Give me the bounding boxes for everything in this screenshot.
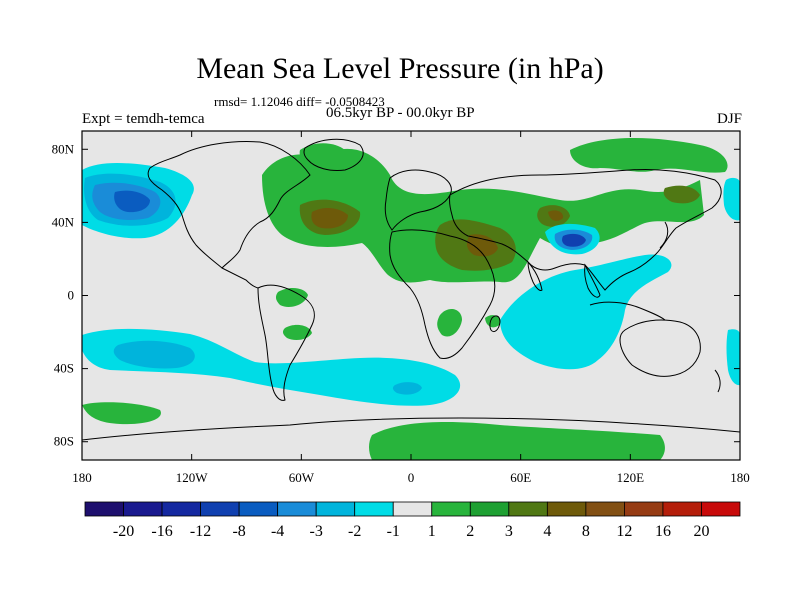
colorbar-swatch — [354, 501, 394, 517]
colorbar-swatch — [662, 501, 702, 517]
colorbar-swatch — [585, 501, 625, 517]
rmsd-diff-stats: rmsd= 1.12046 diff= -0.0508423 — [214, 94, 385, 109]
anomaly-region-greenland-green — [299, 143, 346, 169]
colorbar-label: -2 — [348, 523, 361, 540]
coast-indonesia — [589, 301, 666, 321]
colorbar-label: 12 — [616, 523, 632, 540]
colorbar-swatch — [84, 501, 124, 517]
anomaly-region-antarctic-green — [369, 422, 665, 460]
lon-tick-label: 180 — [72, 470, 92, 485]
colorbar-swatch — [123, 501, 163, 517]
colorbar-swatch — [508, 501, 548, 517]
period-label: 06.5kyr BP - 00.0kyr BP — [326, 105, 475, 121]
coast-north-america — [147, 141, 311, 269]
coast-south-america — [257, 284, 315, 401]
coast-asia — [449, 169, 722, 291]
colorbar-label: 20 — [693, 523, 709, 540]
anomaly-region-africa-small-green — [437, 308, 462, 337]
colorbar-label: -16 — [151, 523, 172, 540]
anomaly-region-north-pacific-neg4 — [114, 190, 150, 213]
anomaly-region-sw-pacific-neg — [726, 329, 740, 386]
colorbar-label: -1 — [387, 523, 400, 540]
colorbar-swatch — [624, 501, 664, 517]
coast-new-zealand — [714, 369, 721, 393]
colorbar-swatch — [431, 501, 471, 517]
colorbar-swatch — [238, 501, 279, 517]
colorbar-label: 2 — [466, 523, 474, 540]
anomaly-region-south-atlantic-neg2 — [392, 382, 422, 395]
lat-tick-label: 80N — [52, 141, 75, 156]
experiment-label: Expt = temdh-temca — [82, 111, 205, 127]
anomaly-fields — [82, 138, 740, 460]
coast-africa — [389, 229, 496, 359]
anomaly-region-europe-asia-green — [262, 148, 704, 283]
coastlines — [82, 138, 740, 441]
colorbar-label: 4 — [543, 523, 551, 540]
anomaly-region-south-pacific-green — [282, 324, 312, 341]
colorbar-label: 1 — [428, 523, 436, 540]
coast-japan — [659, 221, 669, 249]
colorbar-swatch — [469, 501, 510, 517]
colorbar-swatch — [200, 501, 240, 517]
colorbar-swatch — [161, 501, 201, 517]
anomaly-region-asia-4 — [548, 210, 564, 221]
anomaly-region-arabia-4 — [466, 234, 498, 257]
latitude-axis: 80N 40N 0 40S 80S — [52, 141, 740, 449]
anomaly-region-arctic-green — [570, 138, 728, 173]
coast-madagascar — [489, 315, 501, 333]
coast-australia — [619, 319, 701, 377]
colorbar-label: 3 — [505, 523, 513, 540]
colorbar-label: -12 — [190, 523, 211, 540]
chart-title: Mean Sea Level Pressure (in hPa) — [196, 52, 604, 85]
anomaly-region-europe-4 — [311, 208, 348, 229]
anomaly-region-indian-green — [485, 315, 501, 328]
colorbar-label: -3 — [310, 523, 323, 540]
lat-tick-label: 80S — [54, 434, 74, 449]
colorbar-swatch — [392, 501, 433, 517]
anomaly-region-north-pacific-east-neg — [723, 177, 740, 221]
colorbar-swatch — [315, 501, 356, 517]
season-label: DJF — [716, 111, 742, 127]
colorbar-label: -20 — [113, 523, 134, 540]
coast-antarctica — [82, 417, 740, 441]
colorbar-swatch — [701, 501, 741, 517]
colorbar-label: -8 — [232, 523, 245, 540]
anomaly-region-indian-ocean-neg — [500, 254, 672, 370]
colorbar-label: -4 — [271, 523, 284, 540]
anomaly-region-southwest-pacific-green — [82, 402, 161, 425]
colorbar-swatch — [277, 501, 317, 517]
colorbar-swatch — [546, 501, 587, 517]
coast-indochina — [584, 263, 601, 298]
coast-india — [527, 260, 543, 291]
lon-tick-label: 120E — [617, 470, 645, 485]
lat-tick-label: 0 — [68, 288, 75, 303]
anomaly-region-tibet-neg3 — [562, 233, 586, 247]
colorbar-label: 8 — [582, 523, 590, 540]
lon-tick-label: 60E — [510, 470, 531, 485]
lon-tick-label: 120W — [176, 470, 209, 485]
lon-tick-label: 180 — [730, 470, 750, 485]
coast-greenland — [303, 138, 364, 171]
anomaly-region-south-pacific-neg2 — [113, 340, 195, 369]
coast-europe — [384, 169, 452, 231]
lat-tick-label: 40S — [54, 361, 74, 376]
lon-tick-label: 60W — [289, 470, 315, 485]
anomaly-region-south-america-green — [275, 288, 308, 307]
colorbar: -20 -16 -12 -8 -4 -3 -2 -1 1 2 3 4 8 12 16 20 — [84, 501, 741, 540]
lon-tick-label: 0 — [408, 470, 415, 485]
colorbar-label: 16 — [655, 523, 671, 540]
lat-tick-label: 40N — [52, 214, 75, 229]
coast-central-america — [221, 267, 259, 289]
longitude-axis: 180 120W 60W 0 60E 120E 180 — [72, 131, 750, 485]
anomaly-region-siberia-3 — [663, 185, 700, 204]
